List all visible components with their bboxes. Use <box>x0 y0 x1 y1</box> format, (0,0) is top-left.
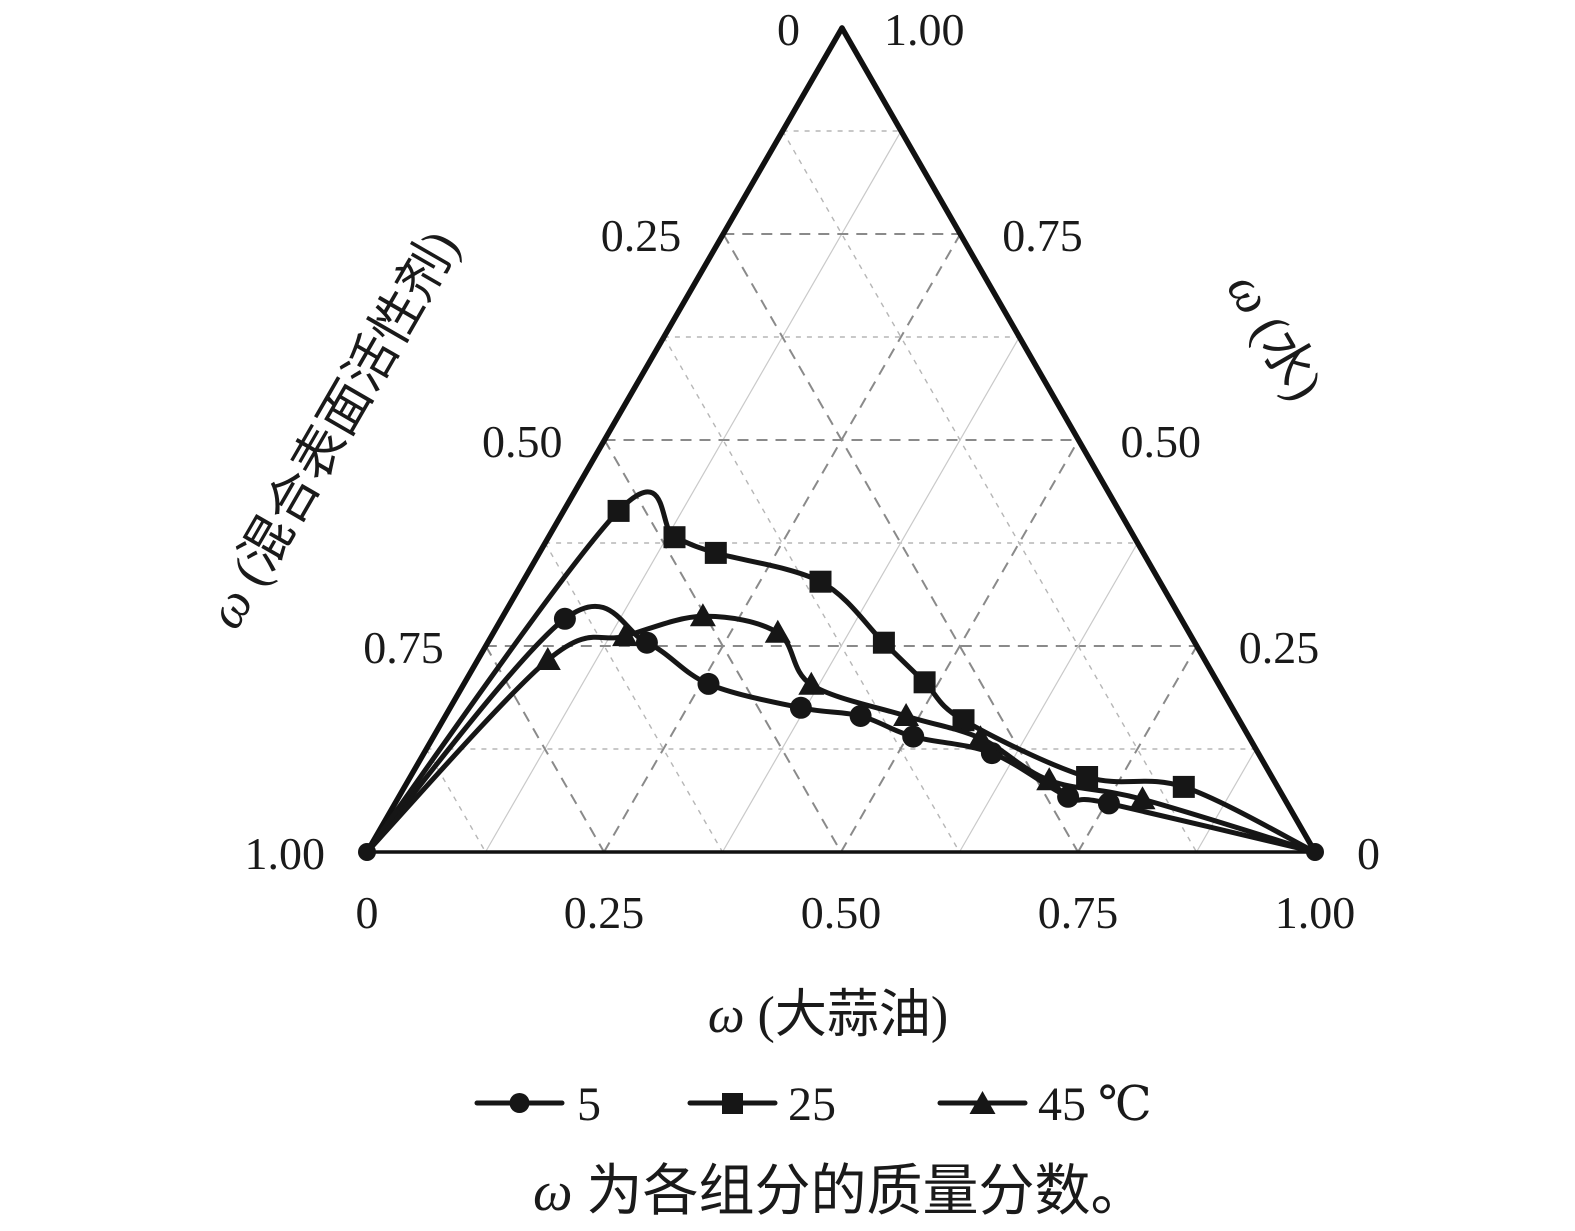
figure-caption: ω 为各组分的质量分数。 <box>533 1161 1147 1223</box>
series-triangle-point-6 <box>893 703 920 726</box>
legend-label-45: 45 ℃ <box>1038 1078 1152 1131</box>
tick-labels-layer: 0 0.25 0.50 0.75 1.00 1.00 0.75 0.50 0.25 0 0 0.25 0… <box>245 4 1381 938</box>
series-triangle-point-9 <box>1129 786 1156 810</box>
gridline-surfactant-0.5 <box>603 439 842 853</box>
series-triangle-point-1 <box>534 647 561 670</box>
series-square-point-1 <box>607 499 630 522</box>
series-circle-point-3 <box>697 672 720 695</box>
left-axis-tick-0.75: 0.75 <box>363 622 444 673</box>
series-triangle-point-4 <box>764 619 791 643</box>
triangle-right-edge <box>839 25 1318 855</box>
gridline-oil-0.875 <box>1195 748 1257 853</box>
bottom-axis-tick-0.25: 0.25 <box>564 887 645 938</box>
legend-label-25: 25 <box>788 1078 836 1131</box>
legend: 5 25 45 ℃ <box>474 1078 1152 1131</box>
corner-point-right <box>1306 843 1324 861</box>
series-square-point-2 <box>663 526 686 549</box>
series-square-point-7 <box>952 709 975 732</box>
left-axis-title-text: (混合表面活性剂) <box>215 221 470 606</box>
legend-item-5: 5 <box>474 1078 601 1131</box>
caption-symbol: ω <box>533 1161 573 1223</box>
gridline-oil-0.125 <box>484 130 902 853</box>
series-circle-point-9 <box>1097 792 1120 815</box>
series-circle-point-5 <box>849 705 872 727</box>
series-circle-point-8 <box>1057 785 1080 808</box>
series-triangle-point-2 <box>612 623 639 647</box>
bottom-axis-tick-1.00: 1.00 <box>1275 887 1356 938</box>
grid-layer <box>425 130 1257 853</box>
bottom-axis-tick-0: 0 <box>356 887 379 938</box>
series-circle-point-4 <box>789 696 812 719</box>
series-square-point-8 <box>1076 766 1099 788</box>
right-axis-tick-0: 0 <box>1357 828 1380 879</box>
bottom-axis-tick-0.50: 0.50 <box>801 887 882 938</box>
series-circle-point-1 <box>553 607 576 630</box>
series-square-point-6 <box>913 671 936 694</box>
bottom-axis-title-symbol: ω <box>708 987 745 1044</box>
gridline-oil-0.625 <box>958 542 1139 853</box>
series-triangle-point-3 <box>689 603 716 627</box>
series-circle-point-2 <box>635 631 658 654</box>
legend-label-5: 5 <box>577 1078 601 1131</box>
gridline-surfactant-0.375 <box>663 336 961 853</box>
triangle-left-edge <box>364 25 845 855</box>
legend-item-45: 45 ℃ <box>937 1078 1152 1131</box>
legend-item-25: 25 <box>687 1078 836 1131</box>
gridline-surfactant-0.875 <box>425 748 487 853</box>
caption-text: 为各组分的质量分数。 <box>573 1161 1147 1223</box>
left-axis-tick-0: 0 <box>777 4 800 55</box>
gridline-oil-0.25 <box>603 233 962 853</box>
left-axis-title: ω (混合表面活性剂) <box>197 221 471 638</box>
bottom-axis-tick-0.75: 0.75 <box>1038 887 1119 938</box>
right-axis-title: ω (水) <box>1216 263 1334 410</box>
series-triangle-point-8 <box>1036 767 1063 791</box>
bottom-axis-title: ω (大蒜油) <box>708 987 948 1044</box>
series-square-point-3 <box>704 541 727 564</box>
gridline-oil-0.375 <box>721 336 1020 853</box>
series-square-point-5 <box>872 631 895 654</box>
left-axis-tick-0.50: 0.50 <box>482 416 563 467</box>
right-axis-tick-0.75: 0.75 <box>1002 210 1083 261</box>
gridline-oil-0.75 <box>1077 645 1198 853</box>
series-triangle-point-7 <box>967 725 994 749</box>
series-circle-line <box>364 603 1318 855</box>
right-axis-tick-1.00: 1.00 <box>884 4 965 55</box>
series-layer <box>358 489 1324 861</box>
gridline-surfactant-0.625 <box>544 542 724 853</box>
corner-point-left <box>358 843 376 861</box>
left-axis-tick-0.25: 0.25 <box>601 210 682 261</box>
legend-triangle-icon <box>969 1091 996 1114</box>
bottom-axis-title-text: (大蒜油) <box>745 987 949 1044</box>
series-square-point-9 <box>1172 775 1195 798</box>
right-axis-tick-0.25: 0.25 <box>1239 622 1320 673</box>
left-axis-tick-1.00: 1.00 <box>245 828 326 879</box>
legend-circle-icon <box>509 1093 530 1113</box>
series-triangle-point-5 <box>798 671 825 695</box>
triangle-frame <box>364 25 1318 855</box>
gridline-oil-0.5 <box>840 439 1080 853</box>
legend-square-icon <box>722 1093 743 1114</box>
series-circle-point-6 <box>902 725 925 748</box>
right-axis-tick-0.50: 0.50 <box>1121 416 1202 467</box>
series-square-point-4 <box>809 570 832 593</box>
